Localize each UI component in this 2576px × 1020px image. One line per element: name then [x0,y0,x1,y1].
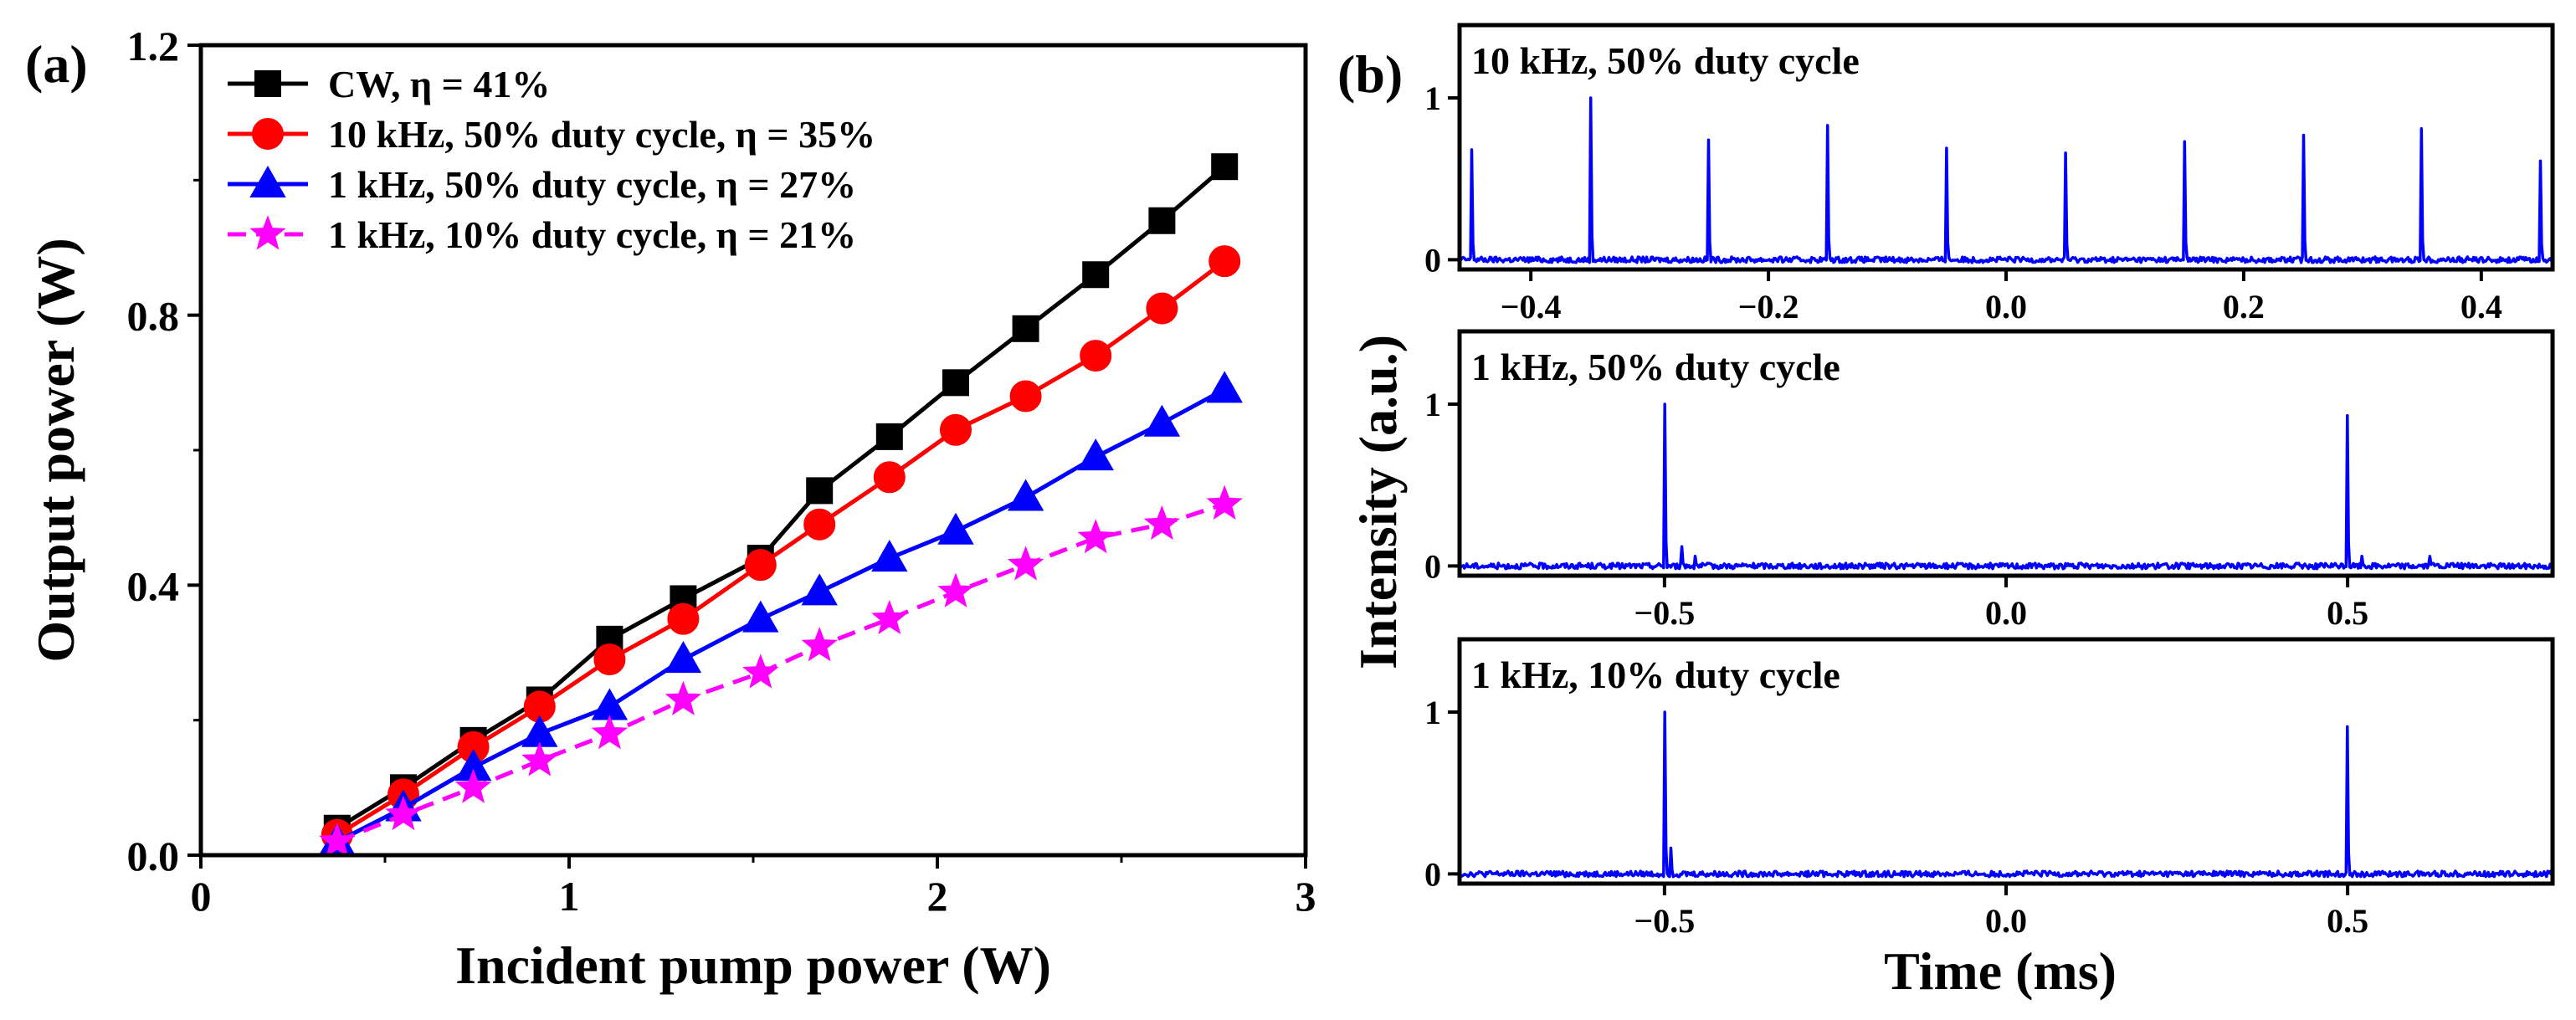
data-point [1080,340,1112,372]
panel-a-x-axis-title: Incident pump power (W) [455,935,1051,995]
data-point [742,654,779,689]
inset-x-tick-label: −0.5 [1634,594,1695,632]
data-point [1206,484,1243,520]
panel-b-pulse-traces: (b) Intensity (a.u.) 10 kHz, 50% duty cy… [1337,23,2555,1001]
data-point [937,572,974,607]
inset-x-tick-label: −0.4 [1501,288,1562,325]
panel-label-a: (a) [25,34,88,94]
inset-x-tick-label: 0.5 [2327,902,2368,940]
data-point [1007,546,1044,581]
data-point [806,477,834,505]
panel-a-legend: CW, η = 41% 10 kHz, 50% duty cycle, η = 3… [228,63,875,256]
data-point [1007,479,1044,511]
data-point [942,369,969,397]
inset-x-tick-label: 0.0 [1985,902,2027,940]
panel-label-b: (b) [1337,44,1403,104]
legend-entry-2: 1 kHz, 50% duty cycle, η = 27% [228,163,856,206]
inset-b2: 1 kHz, 50% duty cycle −0.5 0.0 0.5 0 1 [1424,329,2555,632]
data-point [744,549,777,582]
panel-b-x-axis-title: Time (ms) [1884,941,2117,1001]
inset-x-tick-label: 0.5 [2327,594,2368,632]
data-point [665,680,702,715]
legend-label: 1 kHz, 10% duty cycle, η = 21% [328,213,856,256]
legend-label: 10 kHz, 50% duty cycle, η = 35% [328,113,875,156]
data-point [1146,292,1178,325]
panel-a-y-axis-title: Output power (W) [26,238,85,662]
data-point [593,643,626,676]
data-point [875,423,903,450]
panel-a-y-tick-label: 1.2 [127,23,180,69]
legend-marker [252,118,284,150]
inset-b1: 10 kHz, 50% duty cycle −0.4 −0.2 0.0 0.2 0.4 0… [1424,23,2555,325]
data-point [937,512,974,545]
inset-y-tick-label: 0 [1424,241,1441,279]
intensity-trace [1458,96,2553,264]
inset-x-tick-label: 0.2 [2223,288,2265,325]
data-point [1211,153,1239,181]
inset-y-tick-label: 1 [1424,386,1441,423]
data-point [319,823,356,858]
data-point [871,599,908,635]
inset-y-tick-label: 0 [1424,855,1441,893]
panel-a-y-tick-label: 0.4 [127,562,180,609]
panel-a-y-tick-label: 0.0 [127,833,180,879]
data-point [591,714,629,750]
legend-label: 1 kHz, 50% duty cycle, η = 27% [328,163,856,206]
inset-title: 10 kHz, 50% duty cycle [1471,39,1860,82]
data-point [1148,207,1176,234]
panel-a-x-tick-label: 0 [191,873,212,920]
inset-x-tick-label: 0.0 [1985,288,2027,325]
inset-y-tick-label: 1 [1424,694,1441,731]
data-point [1143,404,1181,437]
legend-label: CW, η = 41% [328,63,550,105]
data-point [454,768,492,803]
panel-a-y-tick-label: 0.8 [127,293,180,340]
series-3 [319,484,1243,858]
data-point [871,540,908,572]
data-point [801,573,838,606]
data-point [1009,380,1042,413]
inset-x-tick-label: −0.2 [1738,288,1799,325]
inset-b3: 1 kHz, 10% duty cycle −0.5 0.0 0.5 0 1 [1424,637,2555,940]
inset-x-tick-label: 0.0 [1985,594,2027,632]
data-point [665,641,702,674]
data-point [801,627,838,662]
data-point [667,602,700,635]
legend-entry-3: 1 kHz, 10% duty cycle, η = 21% [228,213,856,256]
panel-a-x-tick-label: 3 [1296,873,1316,920]
data-point [1208,245,1241,278]
panel-a-x-tick-label: 1 [559,873,580,920]
panel-a-x-tick-label: 2 [927,873,948,920]
data-point [1012,315,1039,342]
inset-x-tick-label: −0.5 [1634,902,1695,940]
legend-entry-0: CW, η = 41% [228,63,550,105]
legend-marker [254,70,281,97]
data-point [742,600,779,633]
inset-title: 1 kHz, 10% duty cycle [1471,654,1840,696]
data-point [385,795,422,831]
inset-y-tick-label: 0 [1424,547,1441,585]
data-point [873,461,906,494]
data-point [521,741,558,777]
legend-marker [249,165,286,197]
legend-entry-1: 10 kHz, 50% duty cycle, η = 35% [228,113,875,156]
data-point [1206,371,1243,403]
data-point [1077,438,1114,471]
data-point [1143,505,1181,541]
panel-a-output-power-chart: (a) 0 1 2 3 0.0 0.4 0.8 1.2 CW, η = 41% 10 kHz, … [25,23,1316,995]
panel-b-y-axis-title: Intensity (a.u.) [1348,335,1408,669]
intensity-trace [1458,402,2554,571]
legend-marker [249,215,286,250]
data-point [1077,519,1114,554]
data-point [940,413,972,446]
data-point [1082,261,1110,289]
inset-title: 1 kHz, 50% duty cycle [1471,346,1840,388]
inset-y-tick-label: 1 [1424,79,1441,117]
data-point [803,508,836,541]
inset-x-tick-label: 0.4 [2461,288,2502,325]
intensity-trace [1459,710,2554,879]
